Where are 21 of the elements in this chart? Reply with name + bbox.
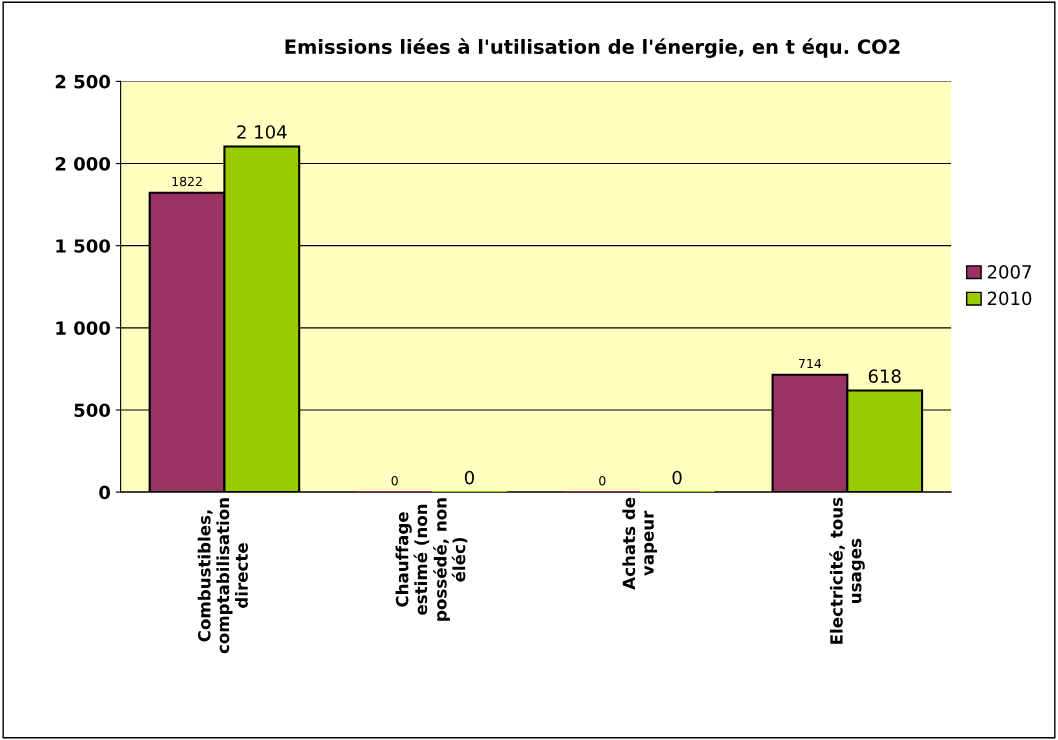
y-tick-label: 1 000 (56, 321, 111, 335)
data-label: 1822 (172, 176, 202, 187)
y-tick-label: 2 500 (55, 74, 111, 89)
legend-label: 2007 (987, 265, 1031, 279)
data-label: 0 (672, 470, 682, 485)
legend-label: 2010 (987, 291, 1032, 306)
x-tick-label: Achats de vapeur (622, 497, 658, 590)
data-label: 618 (868, 369, 901, 383)
y-tick-label: 0 (99, 485, 111, 500)
chart-title: Emissions liées à l'utilisation de l'énergie, en t équ. CO2 (285, 38, 900, 58)
data-label: 0 (464, 470, 474, 485)
x-tick-label: Chauffage estimé (non possédé, non éléc) (395, 498, 468, 621)
y-tick-label: 2 000 (55, 157, 111, 171)
x-tick-label: Electricité, tous usages (829, 497, 865, 644)
data-label: 714 (799, 358, 822, 369)
y-tick-label: 500 (74, 403, 111, 418)
x-tick-label: Combustibles, comptabilisation directe (197, 498, 248, 654)
data-label: 0 (391, 476, 398, 486)
y-tick-label: 1 500 (56, 239, 111, 253)
data-label: 2 104 (237, 125, 287, 139)
data-label: 0 (599, 476, 606, 486)
